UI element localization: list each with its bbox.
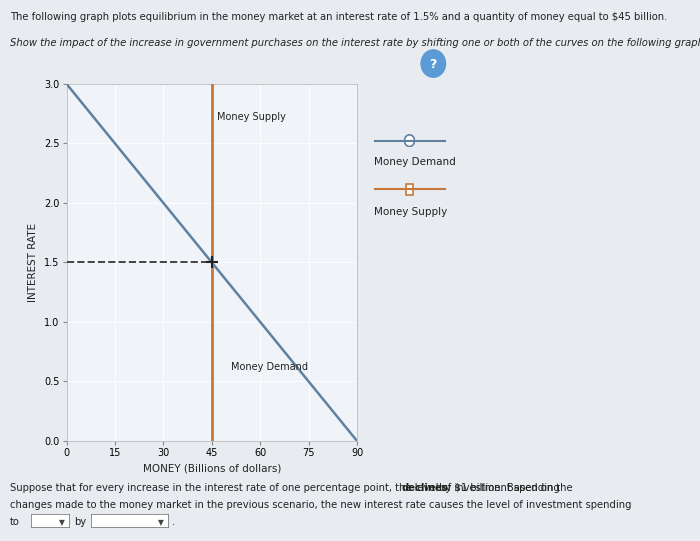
Text: Money Supply: Money Supply: [216, 112, 286, 122]
Text: by: by: [74, 517, 86, 527]
Text: changes made to the money market in the previous scenario, the new interest rate: changes made to the money market in the …: [10, 500, 631, 510]
X-axis label: MONEY (Billions of dollars): MONEY (Billions of dollars): [143, 464, 281, 473]
Text: Show the impact of the increase in government purchases on the interest rate by : Show the impact of the increase in gover…: [10, 38, 700, 48]
Text: .: .: [172, 517, 176, 527]
Text: Money Demand: Money Demand: [374, 157, 456, 167]
Text: declines: declines: [402, 483, 449, 493]
Text: Money Demand: Money Demand: [231, 362, 308, 372]
Y-axis label: INTEREST RATE: INTEREST RATE: [29, 223, 38, 302]
Circle shape: [405, 135, 414, 147]
Circle shape: [421, 50, 445, 77]
Text: Suppose that for every increase in the interest rate of one percentage point, th: Suppose that for every increase in the i…: [10, 483, 563, 493]
Text: ▼: ▼: [158, 518, 163, 527]
Text: Money Supply: Money Supply: [374, 207, 448, 216]
Text: ▼: ▼: [59, 518, 64, 527]
Text: The following graph plots equilibrium in the money market at an interest rate of: The following graph plots equilibrium in…: [10, 12, 667, 22]
Text: ?: ?: [430, 58, 437, 71]
FancyBboxPatch shape: [405, 184, 414, 195]
Text: to: to: [10, 517, 20, 527]
Text: by $1 billion. Based on the: by $1 billion. Based on the: [436, 483, 573, 493]
